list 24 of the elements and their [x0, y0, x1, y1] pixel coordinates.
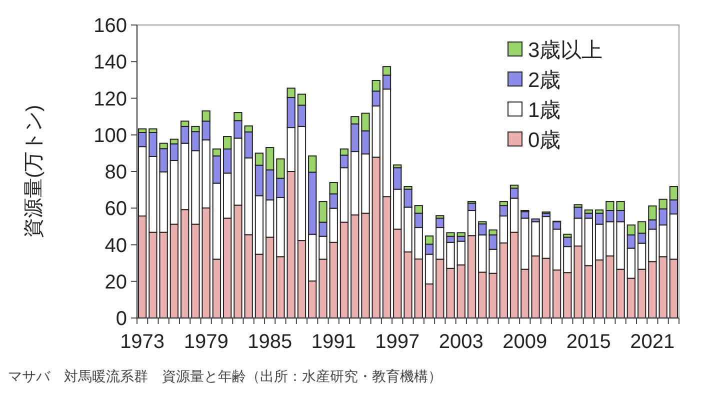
y-tick-label: 40 — [104, 234, 127, 257]
y-tick-label: 0 — [116, 308, 127, 330]
legend-label: 2歳 — [528, 69, 561, 92]
text: マサバ 対馬暖流系群 資源量と年齢（出所：水産研究・教育機構） — [8, 368, 442, 384]
x-tick-label: 2021 — [630, 331, 675, 353]
y-tick-label: 80 — [104, 162, 127, 184]
legend-label: 0歳 — [528, 129, 561, 152]
y-axis-title: 資源量(万トン) — [23, 104, 45, 238]
x-tick-label: 1979 — [184, 331, 228, 353]
legend-label: 3歳以上 — [528, 39, 603, 62]
y-tick-label: 120 — [94, 88, 127, 110]
x-tick-label: 2015 — [566, 331, 611, 353]
x-tick-label: 1997 — [375, 331, 420, 353]
y-tick-label: 60 — [104, 198, 127, 220]
legend-label: 1歳 — [528, 99, 561, 122]
x-tick-label: 2003 — [438, 331, 484, 353]
y-tick-label: 100 — [94, 124, 127, 147]
y-tick-label: 160 — [94, 15, 127, 37]
x-tick-label: 2009 — [502, 331, 548, 353]
x-tick-label: 1973 — [120, 331, 165, 353]
x-tick-label: 1985 — [248, 331, 292, 353]
y-tick-label: 140 — [94, 52, 127, 74]
y-tick-label: 20 — [104, 271, 127, 294]
x-tick-label: 1991 — [311, 331, 356, 353]
